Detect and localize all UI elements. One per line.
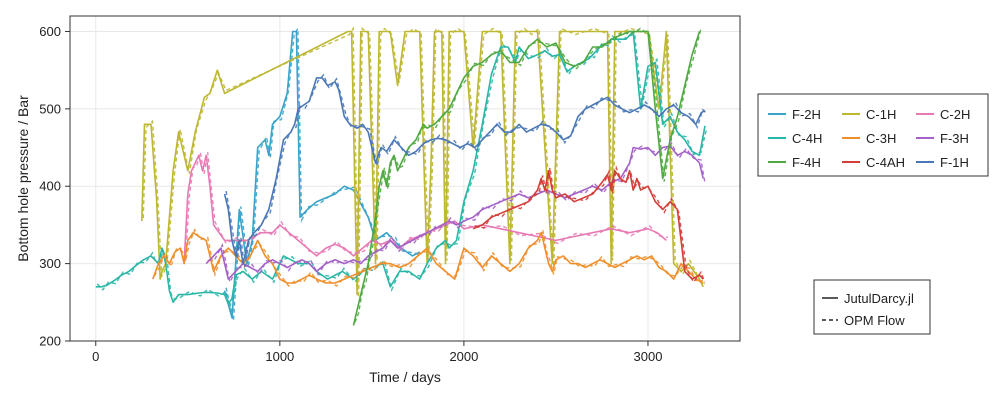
y-tick-label: 400 — [39, 179, 61, 194]
series-c-1h — [141, 26, 705, 298]
plot-frame — [69, 15, 741, 342]
legend-label: C-2H — [940, 107, 970, 122]
legend-label: C-4H — [792, 131, 822, 146]
y-axis-label: Bottom hole pressure / Bar — [15, 95, 31, 262]
legend-label: C-4AH — [866, 155, 905, 170]
series-line-solid — [223, 30, 421, 319]
series-line-dashed — [354, 27, 702, 323]
series-f-1h — [223, 73, 707, 267]
style-legend-label: OPM Flow — [844, 313, 905, 328]
series-f-4h — [352, 27, 702, 326]
series-line-dashed — [225, 26, 422, 321]
legend-label: F-3H — [940, 131, 969, 146]
legend-box — [757, 93, 989, 177]
series-line-dashed — [142, 26, 705, 298]
series-line-solid — [352, 30, 701, 326]
x-tick-label: 3000 — [634, 349, 663, 364]
x-tick-label: 0 — [92, 349, 99, 364]
style-legend-box — [813, 279, 931, 335]
legend-label: C-3H — [866, 131, 896, 146]
x-tick-label: 2000 — [449, 349, 478, 364]
x-axis-label: Time / days — [369, 369, 441, 385]
series-line-dashed — [96, 33, 708, 310]
series-line-solid — [223, 77, 706, 265]
y-tick-label: 600 — [39, 24, 61, 39]
y-tick-label: 500 — [39, 101, 61, 116]
series-legend: F-2H C-1H C-2H C-4H C-3H F-3H F-4H C-4AH F-1H — [757, 93, 989, 177]
series-line-dashed — [153, 228, 705, 288]
legend-label: F-4H — [792, 155, 821, 170]
y-tick-label: 200 — [39, 334, 61, 349]
series-line-dashed — [184, 152, 668, 261]
series-line-solid — [205, 145, 704, 280]
series-line-dashed — [225, 73, 707, 267]
style-legend: JutulDarcy.jl OPM Flow — [813, 279, 931, 335]
legend-label: C-1H — [866, 107, 896, 122]
style-legend-label: JutulDarcy.jl — [844, 291, 914, 306]
series-line-dashed — [474, 165, 706, 284]
series-line-solid — [472, 170, 704, 280]
series-c-4ah — [472, 165, 706, 284]
legend-label: F-2H — [792, 107, 821, 122]
series-layer — [95, 26, 708, 326]
y-tick-label: 300 — [39, 256, 61, 271]
legend-label: F-1H — [940, 155, 969, 170]
series-f-2h — [223, 26, 422, 321]
series-line-solid — [141, 30, 704, 296]
x-tick-label: 1000 — [265, 349, 294, 364]
axis-ticks: 0 1000 2000 3000 200 300 400 500 600 — [39, 24, 662, 364]
series-f-3h — [205, 141, 706, 285]
series-line-dashed — [207, 141, 706, 285]
